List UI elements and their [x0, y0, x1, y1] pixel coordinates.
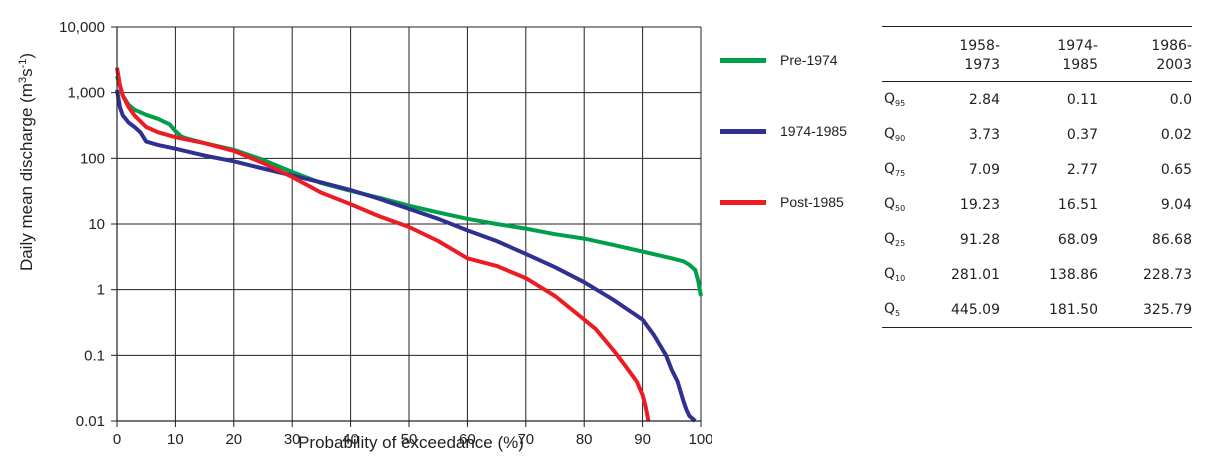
table-cell: 181.50: [1000, 292, 1098, 328]
x-tick-label: 20: [225, 431, 242, 448]
y-tick-label: 100: [80, 150, 105, 167]
quantile-subscript: 25: [895, 239, 906, 248]
quantile-subscript: 95: [895, 99, 906, 108]
table-cell: 9.04: [1160, 196, 1192, 213]
flow-quantile-table: 1958- 1973 1974- 1985 1986- 2003 Q95 2.84 0.1…: [882, 26, 1192, 328]
table-cell: 19.23: [959, 196, 1000, 213]
legend-label: 1974-1985: [780, 123, 847, 139]
x-axis-title: Probability of exceedance (%): [298, 433, 524, 452]
column-header-1974-1985: 1974- 1985: [1000, 26, 1098, 82]
table-header-blank: [882, 26, 926, 82]
table-header-row: 1958- 1973 1974- 1985 1986- 2003: [882, 26, 1192, 82]
legend-swatch-pre-1974: [720, 57, 766, 63]
table-cell: 0.0: [1169, 91, 1192, 108]
series-line-post-1985: [115, 67, 651, 422]
x-tick-label: 100: [688, 431, 712, 448]
quantile-label: Q90: [882, 117, 926, 152]
column-header-text: 1986-: [1151, 38, 1192, 54]
x-tick-label: 40: [342, 431, 359, 448]
table-cell: 445.09: [926, 292, 1000, 328]
column-header-1958-1973: 1958- 1973: [926, 26, 1000, 82]
table-cell: 3.73: [968, 126, 1000, 143]
column-header-text: 1958-: [959, 38, 1000, 54]
table-row: Q50 19.23 16.51 9.04: [882, 187, 1192, 222]
quantile-label: Q5: [882, 292, 926, 328]
table-row: Q90 3.73 0.37 0.02: [882, 117, 1192, 152]
table-row: Q95 2.84 0.11 0.0: [882, 82, 1192, 118]
table-cell: 2.77: [1066, 161, 1098, 178]
quantile-subscript: 5: [895, 309, 901, 318]
table-row: Q75 7.09 2.77 0.65: [882, 152, 1192, 187]
table-cell: 0.11: [1066, 91, 1098, 108]
table-cell: 325.79: [1098, 292, 1192, 328]
x-tick-label: 30: [284, 431, 301, 448]
column-header-text: 1974-: [1057, 38, 1098, 54]
y-tick-label: 10: [88, 216, 105, 233]
quantile-symbol: Q: [884, 266, 896, 282]
x-tick-label: 60: [459, 431, 476, 448]
table-cell: 228.73: [1143, 266, 1192, 283]
y-tick-label: 1,000: [67, 85, 105, 102]
quantile-symbol: Q: [884, 301, 896, 317]
quantile-label: Q25: [882, 222, 926, 257]
column-header-text: 2003: [1156, 57, 1192, 73]
quantile-label: Q75: [882, 152, 926, 187]
flow-duration-chart: 0 10 20 30 40 50 60 70 80 90 100 0.01 0.1 1 10 100 1,00…: [17, 19, 712, 452]
table-cell: 138.86: [1049, 266, 1098, 283]
y-axis-ticks: 0.01 0.1 1 10 100 1,000 10,000: [59, 19, 117, 430]
column-header-text: 1973: [964, 57, 1000, 73]
table-cell: 0.37: [1066, 126, 1098, 143]
series-line-1974-1985: [115, 89, 697, 423]
quantile-symbol: Q: [884, 231, 896, 247]
quantile-label: Q50: [882, 187, 926, 222]
table-row: Q5 445.09 181.50 325.79: [882, 292, 1192, 328]
chart-series: [115, 67, 703, 423]
table-cell: 281.01: [951, 266, 1000, 283]
legend-swatch-1974-1985: [720, 128, 766, 134]
column-header-text: 1985: [1062, 57, 1098, 73]
quantile-label: Q10: [882, 257, 926, 292]
table-cell: 2.84: [968, 91, 1000, 108]
quantile-subscript: 90: [895, 134, 906, 143]
legend-label: Post-1985: [780, 194, 844, 210]
quantile-symbol: Q: [884, 196, 896, 212]
legend-swatch-post-1985: [720, 199, 766, 205]
quantile-subscript: 10: [895, 274, 906, 283]
chart-grid: [117, 26, 702, 421]
table-row: Q25 91.28 68.09 86.68: [882, 222, 1192, 257]
x-tick-label: 0: [113, 431, 121, 448]
y-tick-label: 1: [97, 282, 105, 299]
x-tick-label: 10: [167, 431, 184, 448]
column-header-1986-2003: 1986- 2003: [1098, 26, 1192, 82]
quantile-label: Q95: [882, 82, 926, 118]
y-tick-label: 0.1: [84, 347, 105, 364]
table-cell: 86.68: [1151, 231, 1192, 248]
table-cell: 0.02: [1160, 126, 1192, 143]
quantile-symbol: Q: [884, 91, 896, 107]
x-tick-label: 50: [401, 431, 418, 448]
x-axis-ticks: 0 10 20 30 40 50 60 70 80 90 100: [113, 421, 712, 448]
y-axis-title: Daily mean discharge (m3s-1): [17, 53, 36, 271]
legend-item-pre-1974: Pre-1974: [720, 50, 838, 70]
quantile-symbol: Q: [884, 126, 896, 142]
table-cell: 16.51: [1057, 196, 1098, 213]
quantile-symbol: Q: [884, 161, 896, 177]
x-tick-label: 80: [576, 431, 593, 448]
legend-label: Pre-1974: [780, 52, 838, 68]
x-tick-label: 90: [634, 431, 651, 448]
table-row: Q10 281.01 138.86 228.73: [882, 257, 1192, 292]
table-cell: 91.28: [959, 231, 1000, 248]
x-tick-label: 70: [517, 431, 534, 448]
table-cell: 7.09: [968, 161, 1000, 178]
y-tick-label: 10,000: [59, 19, 105, 36]
table-cell: 68.09: [1057, 231, 1098, 248]
quantile-subscript: 75: [895, 169, 906, 178]
quantile-subscript: 50: [895, 204, 906, 213]
y-tick-label: 0.01: [76, 413, 105, 430]
legend-item-1974-1985: 1974-1985: [720, 121, 847, 141]
legend-item-post-1985: Post-1985: [720, 192, 844, 212]
table-cell: 0.65: [1160, 161, 1192, 178]
